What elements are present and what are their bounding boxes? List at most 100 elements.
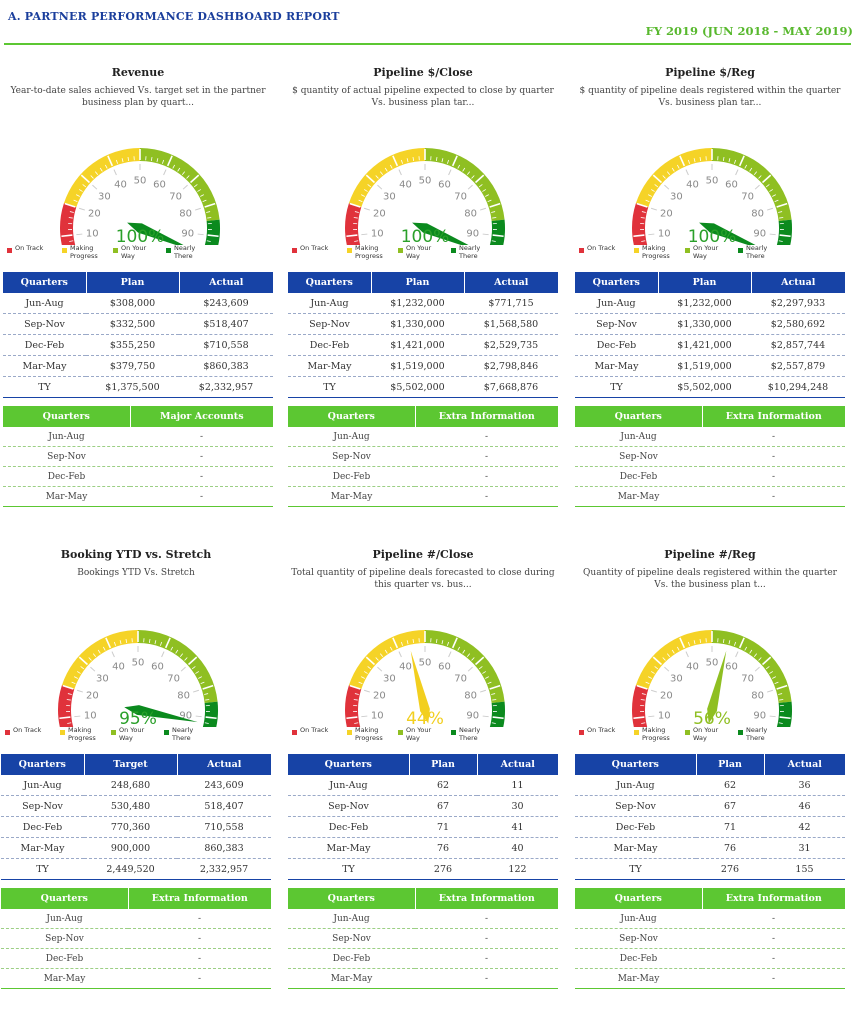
gauge-svg: 0102030405060708090100100% [632,148,792,245]
panel-title: Pipeline $/Reg [665,66,755,79]
gauge-tick [722,156,725,162]
table-cell: Dec-Feb [288,334,371,356]
plan-table-header: Quarters Plan Actual [3,272,273,293]
gauge-tick-label: 40 [399,662,412,673]
gauge-tick [412,638,415,644]
gauge-band-nearly-there [489,219,505,245]
gauge-tick [478,184,483,188]
table-cell: $1,519,000 [658,355,751,377]
table-cell: Sep-Nov [3,446,130,467]
table-cell: 36 [764,775,845,796]
gauge-tick [451,637,458,649]
plan-table: Quarters Plan Actual Jun-Aug 62 11 Sep-Nov 67 30… [288,754,558,880]
gauge-inner-tick [363,689,370,693]
table-row: Dec-Feb - [575,948,845,969]
table-cell: $5,502,000 [371,376,464,398]
gauge-inner-tick [467,666,473,672]
gauge-tick [200,681,205,685]
gauge-tick [778,693,783,695]
gauge-band-on-track [60,203,77,245]
plan-table-header: Quarters Plan Actual [575,272,845,293]
table-cell: $2,557,879 [751,355,845,377]
table-cell: - [702,909,845,929]
gauge-tick [462,167,466,172]
info-table-header: Quarters Extra Information [575,888,845,909]
gauge-inner-tick [197,233,204,236]
gauge-svg: 0102030405060708090100100% [60,148,220,245]
gauge-band-on-your-way [712,148,792,221]
gauge-tick [676,164,680,169]
panel-booking-ytd-stretch: Booking YTD vs. Stretch Bookings YTD Vs. … [1,548,271,989]
gauge: 010203040506070809010044%On TrackMaking … [288,593,558,743]
gauge-tick [400,159,404,164]
legend-making-progress: Making Progress [347,244,385,260]
legend-swatch [634,730,639,735]
gauge-tick-label: 10 [371,229,384,240]
table-cell: Mar-May [288,968,415,989]
gauge-band-on-track [632,203,649,245]
gauge-tick-label: 90 [181,229,194,240]
gauge-inner-tick [769,233,776,236]
legend-on-track: On Track [7,244,55,253]
table-cell: 40 [477,837,558,859]
gauge-tick [107,155,114,167]
gauge-tick [358,199,363,203]
gauge-tick-label: 80 [177,691,190,702]
legend-swatch [634,248,639,253]
gauge-tick-label: 20 [660,209,673,220]
gauge-tick [776,202,788,208]
table-row: Dec-Feb 71 42 [575,816,845,838]
gauge-tick [648,194,652,197]
gauge-tick [379,171,384,175]
gauge-tick [749,649,753,654]
column-header: Quarters [575,754,697,775]
gauge-inner-tick [448,651,452,658]
table-cell: - [702,948,845,969]
gauge-tick [761,656,772,666]
gauge-tick [349,684,361,690]
gauge-tick [671,649,675,654]
gauge-tick [722,638,725,644]
gauge-tick [412,156,415,162]
gauge-inner-tick [161,651,165,658]
gauge-tick [662,657,666,661]
table-cell: $1,375,500 [86,376,179,398]
table-cell: 276 [409,858,477,880]
gauge-inner-tick [480,689,487,693]
table-cell: - [415,486,558,507]
table-row: Sep-Nov - [288,928,558,949]
table-cell: 860,383 [177,837,271,859]
report-title: A. PARTNER PERFORMANCE DASHBOARD REPORT [8,10,340,23]
table-cell: Mar-May [288,837,409,859]
gauge-tick-label: 40 [686,180,699,191]
gauge-inner-tick [398,169,402,176]
gauge-tick [166,155,173,167]
legend-nearly-there: Nearly There [164,726,202,742]
table-cell: 46 [764,795,845,817]
gauge-inner-tick [363,207,370,211]
gauge-tick [489,202,501,208]
gauge-tick [375,657,379,661]
table-cell: Sep-Nov [1,928,128,949]
table-row: Dec-Feb - [288,948,558,969]
gauge-tick [441,640,444,645]
gauge-tick-label: 70 [169,191,182,202]
table-cell: $1,421,000 [371,334,464,356]
gauge-tick [679,637,686,649]
legend-label: On Your Way [406,244,432,260]
gauge-tick [150,156,153,162]
table-row: Mar-May 900,000 860,383 [1,837,271,859]
table-cell: - [702,928,845,949]
table-cell: Mar-May [1,968,128,989]
gauge-tick-label: 80 [464,209,477,220]
gauge-tick [206,211,211,213]
table-row: Dec-Feb $355,250 $710,558 [3,334,273,356]
column-header: Quarters [288,888,416,909]
gauge-tick-label: 50 [419,658,432,669]
table-row: Jun-Aug - [288,909,558,929]
legend-making-progress: Making Progress [634,726,672,742]
gauge-tick [778,722,783,724]
gauge-band-on-track [632,685,649,727]
legend-swatch [113,248,118,253]
gauge-tick [466,171,471,175]
